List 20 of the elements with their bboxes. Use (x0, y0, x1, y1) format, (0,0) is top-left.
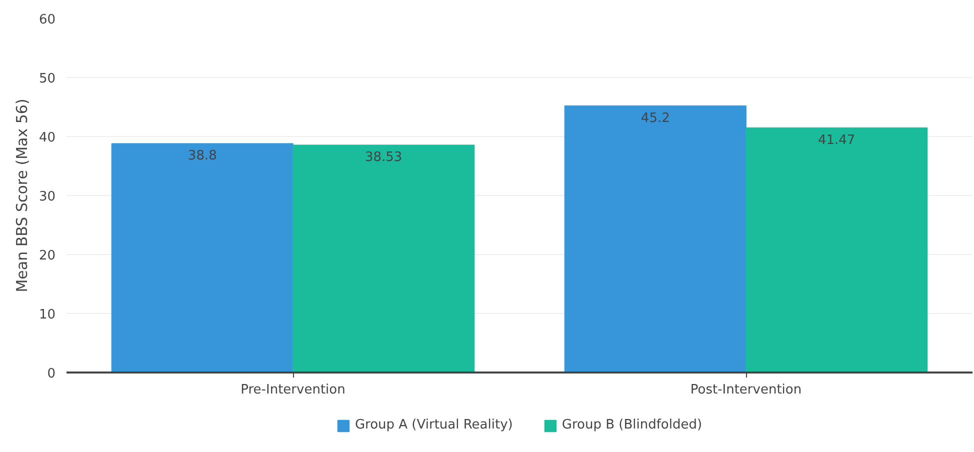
y-tick-label: 50 (38, 72, 56, 86)
y-tick-label: 10 (38, 308, 56, 322)
y-tick-label: 40 (38, 130, 56, 146)
bar (564, 105, 746, 372)
bar (292, 144, 475, 372)
data-label: 38.53 (364, 150, 402, 166)
bar (746, 127, 928, 372)
y-tick-label: 0 (47, 366, 56, 382)
data-label: 38.8 (188, 148, 217, 164)
data-label: 45.2 (640, 110, 670, 126)
y-tick-label: 60 (38, 12, 56, 28)
bar (111, 143, 294, 372)
data-label: 41.47 (818, 132, 856, 148)
y-axis-title: Mean BBS Score (Max 56) (12, 98, 31, 292)
x-tick-label: Post-Intervention (690, 382, 802, 398)
y-tick-label: 30 (38, 190, 56, 204)
y-tick-label: 20 (38, 248, 56, 264)
x-tick-label: Pre-Intervention (240, 382, 346, 398)
legend-label: Group A (Virtual Reality) (354, 418, 513, 432)
legend-label: Group B (Blindfolded) (562, 418, 702, 432)
